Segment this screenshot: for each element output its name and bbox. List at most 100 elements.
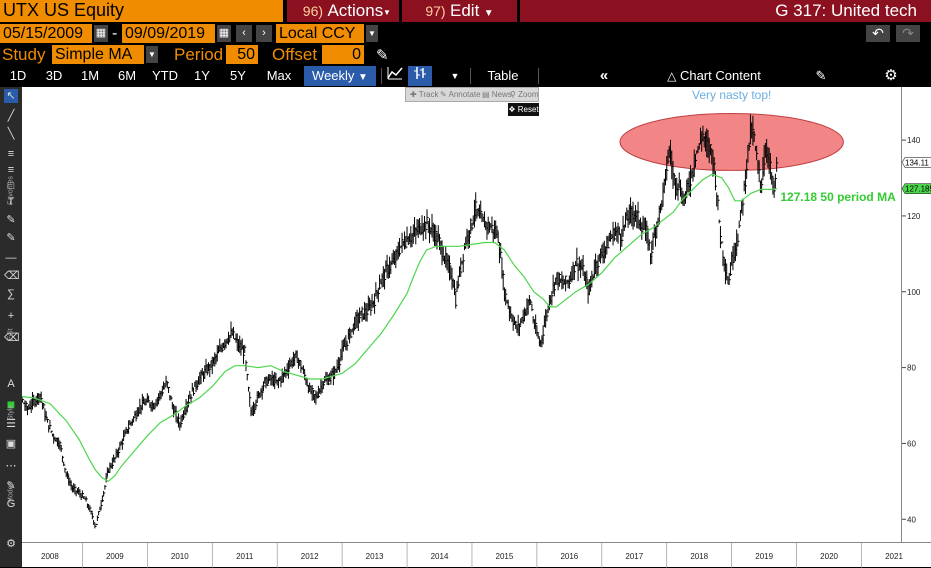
range-button-3d[interactable]: 3D (45, 68, 63, 83)
next-arrow-icon[interactable]: › (256, 25, 272, 42)
rectangle-tool-icon[interactable]: □ (7, 180, 15, 192)
line-weight-icon[interactable]: ☰ (6, 418, 16, 430)
font-icon[interactable]: A (7, 378, 15, 390)
currency-select[interactable]: Local CCY (276, 24, 364, 43)
fib-tool-icon[interactable]: ≡ (7, 148, 15, 160)
gear-icon[interactable]: ⚙ (884, 67, 898, 84)
svg-text:134.11: 134.11 (905, 158, 929, 167)
last-price-tag: 134.11 (902, 157, 931, 168)
price-bar (321, 380, 324, 394)
chevron-down-icon[interactable]: ▼ (366, 25, 378, 42)
line-tool-icon[interactable]: ╱ (7, 110, 15, 122)
range-button-max[interactable]: Max (266, 68, 292, 83)
ma-annotation: 127.18 50 period MA (780, 190, 896, 204)
redo-icon[interactable]: ↷ (896, 25, 920, 42)
price-bar (123, 430, 126, 442)
price-bar (95, 523, 98, 526)
x-tick-label: 2017 (625, 552, 643, 561)
bar-chart-icon[interactable] (408, 66, 432, 86)
fill-icon[interactable]: ▣ (5, 438, 17, 450)
range-button-ytd[interactable]: YTD (152, 68, 178, 83)
previous-arrow-icon[interactable]: ‹ (236, 25, 252, 42)
study-select[interactable]: Simple MA (52, 45, 144, 64)
text-tool-icon[interactable]: T (7, 196, 15, 208)
actions-menu[interactable]: 96) Actions (287, 0, 399, 22)
pencil-icon[interactable]: ✎ (376, 47, 389, 64)
x-tick-label: 2009 (106, 552, 124, 561)
price-axis-ticks: 40 60 80 100 120 140 134.11 127.185 (902, 136, 931, 524)
edit-chart-icon[interactable]: ✎ (815, 68, 827, 83)
marker-tool-icon[interactable]: ✎ (6, 232, 16, 244)
news-tool[interactable]: ▤ News (482, 90, 512, 99)
line-chart-icon[interactable] (384, 66, 406, 86)
chart-type-chevron-down-icon[interactable]: ▼ (450, 71, 460, 81)
dash-style-icon[interactable]: ⋯ (5, 460, 17, 472)
undo-icon[interactable]: ↶ (866, 25, 890, 42)
plot-area[interactable]: Very nasty top! 127.18 50 period MA (22, 87, 901, 542)
period-input[interactable]: 50 (226, 45, 258, 64)
eraser-tool-icon[interactable]: ⌫ (4, 270, 20, 282)
fib-fan-icon[interactable]: ≡ (7, 164, 15, 176)
range-button-5y[interactable]: 5Y (230, 68, 246, 83)
x-tick-label: 2008 (41, 552, 59, 561)
collapse-left-icon[interactable]: « (599, 67, 609, 84)
price-bar (154, 402, 157, 410)
range-button-6m[interactable]: 6M (117, 68, 137, 83)
settings-small-icon[interactable]: ⚙ (6, 538, 16, 550)
price-bar (114, 457, 117, 463)
range-button-1m[interactable]: 1M (80, 68, 100, 83)
edit-menu[interactable]: 97) Edit ▼ (402, 0, 517, 22)
price-bar (546, 309, 549, 322)
calc-tool-icon[interactable]: ∑ (7, 288, 15, 300)
trash-icon[interactable]: ⌫ (4, 332, 20, 344)
end-date-field[interactable]: 09/09/2019 (122, 24, 215, 43)
toolbar-divider (470, 68, 471, 84)
brush-tool-icon[interactable]: ✎ (6, 214, 16, 226)
price-bar (651, 240, 654, 265)
magnet-icon[interactable]: G (6, 498, 16, 510)
zoom-tool[interactable]: ⚲ Zoom (510, 90, 539, 99)
offset-input[interactable]: 0 (322, 45, 364, 64)
track-tool[interactable]: ✚ Track (410, 90, 439, 99)
price-bar (196, 380, 199, 390)
arrow-cursor-icon[interactable]: ↖ (4, 89, 18, 103)
price-bar (744, 169, 748, 195)
price-bar (748, 142, 751, 151)
chart-content-button[interactable]: △ Chart Content (644, 66, 784, 86)
color-swatch-icon[interactable]: ■ (6, 396, 16, 412)
hline-tool-icon[interactable]: — (5, 252, 17, 264)
edit-number: 97) (425, 3, 446, 19)
top-highlight-ellipse (619, 113, 844, 171)
price-bar (317, 385, 320, 399)
range-button-1y[interactable]: 1Y (194, 68, 210, 83)
price-bar (480, 200, 483, 219)
annotate-tool[interactable]: ✎ Annotate (440, 90, 481, 99)
price-bar (144, 398, 147, 406)
price-bar (161, 385, 164, 397)
security-ticker-field[interactable]: UTX US Equity (0, 0, 283, 22)
ray-tool-icon[interactable]: ╲ (7, 128, 15, 140)
line-chart-glyph (387, 67, 403, 80)
price-bar (221, 343, 224, 353)
table-button[interactable]: Table (487, 68, 519, 83)
calendar-icon[interactable]: ▦ (217, 25, 231, 42)
price-bar (719, 226, 723, 249)
price-bar (756, 145, 759, 161)
range-button-1d[interactable]: 1D (9, 68, 27, 83)
date-dash: - (112, 25, 118, 42)
toolbar-divider (381, 68, 382, 84)
chevron-down-icon[interactable]: ▼ (146, 46, 158, 63)
svg-text:127.185: 127.185 (905, 185, 931, 194)
price-bar (475, 192, 478, 222)
price-bar (59, 440, 62, 451)
drawing-tools-sidebar: ↖ ╱ ╲ ≡ ≡ □ T ✎ ✎ — ⌫ ∑ + ⌫ A ■ ☰ ▣ ⋯ ✎ G ⚙ Favorites Edit Style… (0, 87, 22, 567)
price-bar (582, 254, 585, 277)
pencil-mode-icon[interactable]: ✎ (6, 480, 16, 492)
reset-zoom-button[interactable]: ❖ Reset (508, 103, 539, 116)
start-date-field[interactable]: 05/15/2009 (0, 24, 92, 43)
calendar-icon[interactable]: ▦ (94, 25, 108, 42)
price-bar (379, 274, 382, 290)
frequency-select[interactable]: Weekly ▼ (304, 66, 376, 86)
x-tick-label: 2021 (885, 552, 903, 561)
crosshair-icon[interactable]: + (7, 310, 15, 322)
